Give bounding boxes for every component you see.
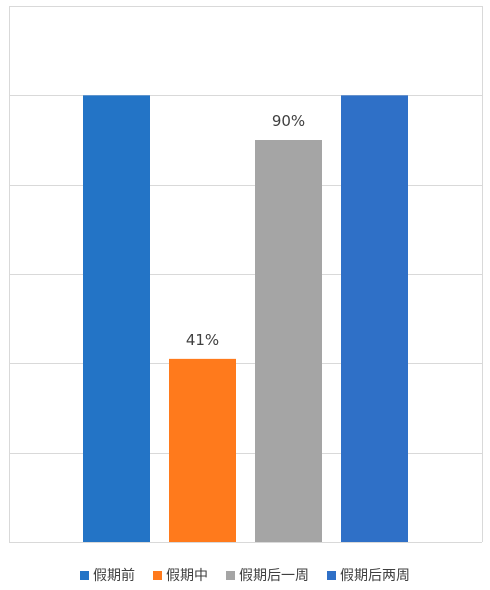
legend-swatch-before-holiday xyxy=(80,570,89,580)
legend-label-two-weeks-after: 假期后两周 xyxy=(340,568,410,584)
bars xyxy=(83,95,408,542)
legend-swatch-two-weeks-after xyxy=(327,570,336,580)
data-label-2: 90% xyxy=(272,112,305,130)
legend-item-one-week-after: 假期后一周 xyxy=(226,565,309,585)
legend-item-during-holiday: 假期中 xyxy=(153,565,208,585)
bar-1 xyxy=(169,358,236,542)
data-label-1: 41% xyxy=(186,331,219,349)
legend-item-two-weeks-after: 假期后两周 xyxy=(327,565,410,585)
legend: 假期前 假期中 假期后一周 假期后两周 xyxy=(0,565,490,585)
legend-label-one-week-after: 假期后一周 xyxy=(239,568,309,584)
legend-item-before-holiday: 假期前 xyxy=(80,565,135,585)
bar-3 xyxy=(341,95,408,542)
legend-label-during-holiday: 假期中 xyxy=(166,568,208,584)
legend-swatch-one-week-after xyxy=(226,570,235,580)
legend-swatch-during-holiday xyxy=(153,570,162,580)
chart-plot: 41% 90% xyxy=(9,6,483,543)
gridlines xyxy=(9,6,483,543)
legend-label-before-holiday: 假期前 xyxy=(93,568,135,584)
bar-2 xyxy=(255,140,322,542)
data-labels: 41% 90% xyxy=(186,112,305,349)
bar-0 xyxy=(83,95,150,542)
